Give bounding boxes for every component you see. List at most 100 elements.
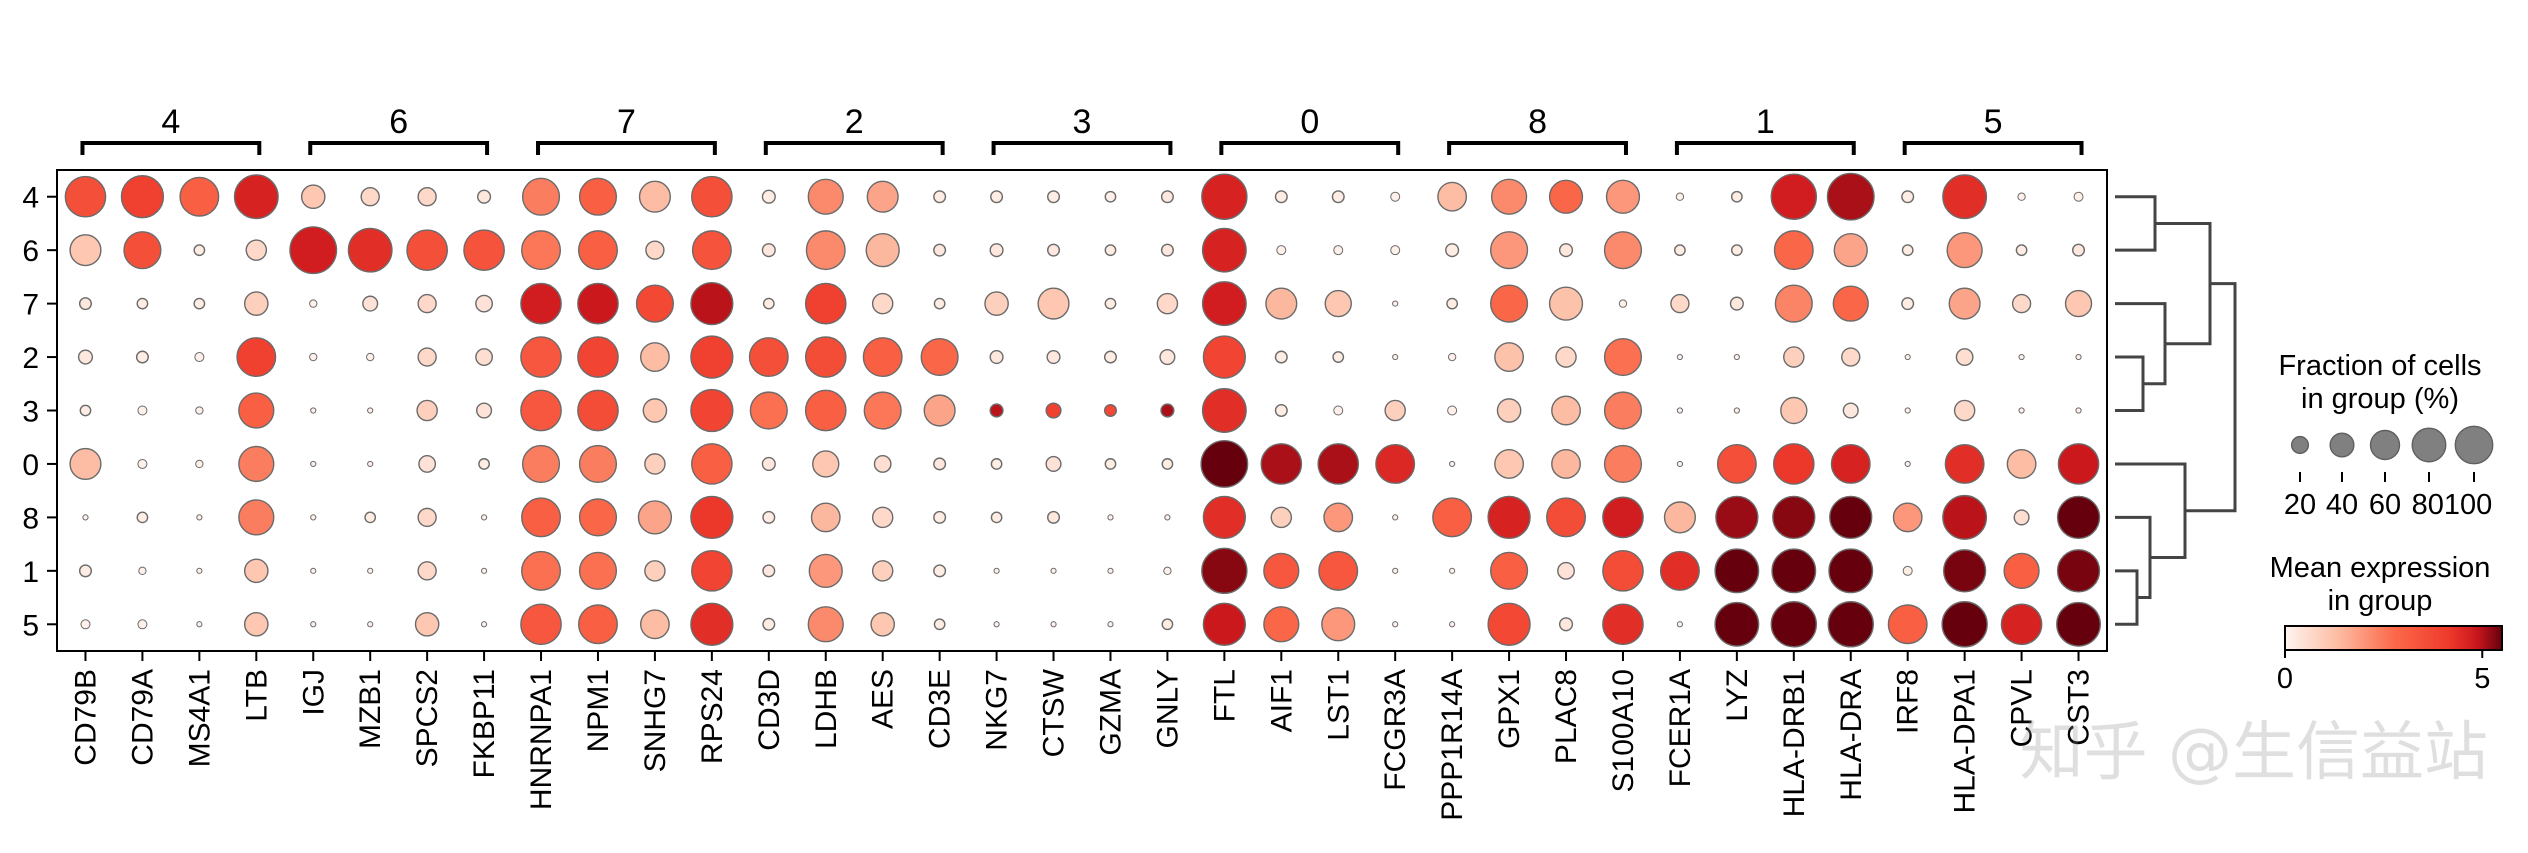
dot: [196, 621, 203, 628]
dot: [1324, 289, 1352, 318]
dot: [989, 349, 1004, 365]
dot: [691, 443, 733, 485]
dot: [1201, 281, 1247, 327]
dot: [1274, 190, 1288, 204]
cluster-bracket: [1447, 141, 1628, 155]
dot: [1780, 396, 1808, 425]
x-tick-label: NPM1: [582, 669, 615, 752]
dot: [762, 297, 775, 310]
dot: [871, 506, 894, 529]
dot: [1392, 621, 1399, 628]
dot: [577, 230, 618, 271]
cluster-bracket: [536, 141, 717, 155]
dot: [1902, 565, 1913, 576]
cluster-bracket: [80, 141, 262, 155]
dot: [1494, 449, 1525, 479]
dot: [1733, 353, 1740, 361]
dot: [644, 453, 666, 475]
dot: [2003, 552, 2040, 589]
dot: [1955, 348, 1974, 366]
dot: [1827, 601, 1874, 648]
dot: [1670, 293, 1690, 314]
dot: [1841, 347, 1861, 367]
dot: [1160, 243, 1174, 257]
dot: [417, 293, 437, 314]
dot: [1555, 346, 1577, 368]
dot: [1946, 232, 1983, 269]
dot: [1904, 353, 1911, 361]
dot: [862, 337, 903, 378]
dot: [309, 299, 318, 308]
x-tick-label: CTSW: [1038, 668, 1071, 757]
dot: [1390, 245, 1401, 256]
dot: [480, 514, 488, 521]
dot: [475, 348, 494, 366]
dot: [243, 558, 269, 584]
dot: [1770, 173, 1818, 220]
dot: [193, 297, 206, 310]
x-tick-label: GZMA: [1094, 669, 1127, 756]
dot: [1392, 300, 1399, 307]
dot: [366, 352, 375, 362]
cluster-label: 5: [1984, 103, 2003, 141]
dot: [1832, 285, 1869, 322]
dot: [804, 389, 847, 432]
dot: [1375, 443, 1416, 484]
dot: [478, 458, 490, 470]
size-legend-dot: [2411, 427, 2447, 463]
dot: [933, 297, 946, 310]
dot: [690, 335, 734, 379]
dot: [2057, 443, 2100, 485]
x-tick-label: HNRNPA1: [525, 669, 558, 810]
dot: [1050, 567, 1057, 574]
dot: [1333, 245, 1344, 256]
cluster-label: 2: [845, 103, 864, 141]
colorbar-tick-label: 0: [2277, 663, 2293, 695]
x-tick-label: MZB1: [354, 669, 387, 749]
dot: [1274, 403, 1288, 418]
dot: [1390, 191, 1401, 202]
dot: [367, 460, 374, 468]
dot: [520, 282, 562, 325]
dendrogram-branch: [2115, 355, 2145, 412]
dot: [2000, 603, 2043, 646]
dot: [1163, 566, 1172, 576]
dot: [578, 444, 618, 484]
size-legend-label: 20: [2284, 489, 2316, 521]
x-tick-label: PPP1R14A: [1436, 669, 1469, 821]
dot: [1548, 179, 1584, 214]
dot: [414, 611, 440, 637]
dot: [243, 291, 269, 316]
dot: [2073, 191, 2084, 202]
dot: [637, 500, 673, 535]
dot: [1602, 496, 1644, 539]
dot: [520, 336, 562, 378]
colorbar-tick-label: 5: [2474, 663, 2490, 695]
y-tick-label: 6: [22, 235, 39, 268]
dot: [1603, 337, 1643, 377]
dot: [1332, 351, 1345, 363]
dot: [2056, 495, 2101, 540]
y-tick-label: 8: [22, 502, 39, 535]
dendrogram-branch: [2115, 302, 2167, 386]
dot: [1392, 514, 1399, 521]
dot: [1892, 502, 1923, 533]
dendrogram: [2115, 195, 2237, 626]
dot: [761, 456, 776, 472]
dot: [690, 602, 734, 646]
dot: [1676, 460, 1684, 468]
dot: [578, 177, 618, 216]
y-tick-label: 1: [22, 556, 39, 589]
dot: [1826, 172, 1875, 221]
dot: [1201, 388, 1247, 433]
dot: [82, 514, 89, 521]
dot: [808, 553, 843, 588]
dot: [238, 392, 275, 429]
dot: [1104, 244, 1117, 257]
dot: [871, 560, 894, 582]
dot: [1046, 349, 1061, 365]
dot: [989, 403, 1004, 418]
cluster-label: 4: [161, 103, 180, 141]
dot: [1449, 621, 1456, 628]
